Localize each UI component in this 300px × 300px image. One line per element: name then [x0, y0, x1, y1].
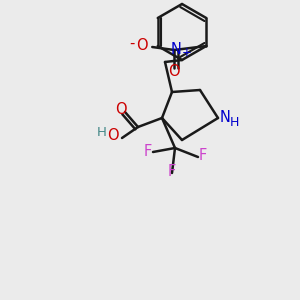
Text: +: + — [181, 46, 191, 59]
Text: H: H — [229, 116, 239, 128]
Text: O: O — [107, 128, 119, 143]
Text: H: H — [97, 127, 107, 140]
Text: O: O — [115, 101, 127, 116]
Text: O: O — [136, 38, 148, 52]
Text: F: F — [168, 164, 176, 179]
Text: F: F — [199, 148, 207, 164]
Text: -: - — [130, 35, 135, 50]
Text: O: O — [168, 64, 180, 79]
Text: F: F — [144, 145, 152, 160]
Text: N: N — [220, 110, 230, 125]
Text: N: N — [171, 41, 182, 56]
